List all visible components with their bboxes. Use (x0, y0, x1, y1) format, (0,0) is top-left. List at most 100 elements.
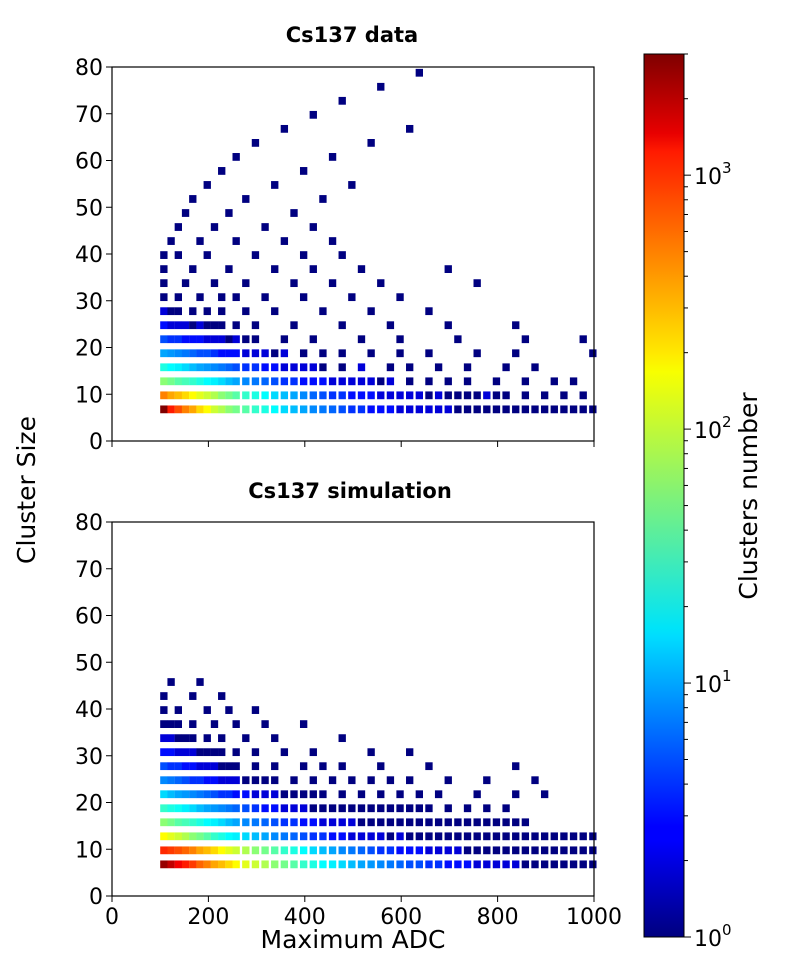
top-heatmap-cell (242, 405, 250, 414)
top-heatmap-cell (492, 391, 501, 400)
top-heatmap-cell (189, 363, 197, 372)
top-heatmap-cell (434, 363, 443, 372)
bottom-heatmap-cell (167, 846, 175, 855)
top-heatmap-cell (434, 391, 443, 400)
top-heatmap-cell (232, 405, 240, 414)
bottom-heatmap-cell (280, 846, 289, 855)
bottom-heatmap-cell (415, 832, 423, 841)
top-heatmap-cell (367, 307, 375, 316)
top-heatmap-cell (473, 349, 481, 358)
bottom-y-tick-label: 70 (75, 558, 103, 583)
top-heatmap-cell (299, 405, 308, 414)
top-heatmap-cell (232, 349, 240, 358)
bottom-heatmap-cell (569, 860, 578, 869)
bottom-heatmap-cell (218, 776, 226, 785)
bottom-heatmap-cell (338, 734, 346, 743)
bottom-heatmap-cell (328, 776, 337, 785)
top-heatmap-cell (242, 279, 250, 288)
bottom-heatmap-cell (271, 776, 279, 785)
bottom-heatmap-cell (210, 832, 219, 841)
bottom-heatmap-cell (290, 804, 298, 813)
bottom-heatmap-cell (174, 804, 182, 813)
top-heatmap-cell (251, 349, 260, 358)
top-heatmap-cell (203, 349, 211, 358)
bottom-heatmap-cell (396, 846, 404, 855)
top-y-tick-label: 0 (89, 430, 103, 455)
top-heatmap-cell (367, 405, 375, 414)
top-heatmap-cell (521, 335, 530, 344)
top-heatmap-cell (434, 405, 443, 414)
bottom-heatmap-cell (261, 720, 269, 728)
bottom-heatmap-cell (512, 762, 520, 771)
bottom-x-tick-label: 200 (187, 905, 229, 930)
top-heatmap-cell (271, 349, 279, 358)
bottom-heatmap-cell (444, 846, 452, 855)
top-heatmap-cell (196, 293, 204, 302)
top-heatmap-cell (309, 335, 317, 344)
bottom-heatmap-cell (473, 818, 481, 827)
top-heatmap-cell (444, 321, 452, 330)
top-heatmap-cell (160, 405, 168, 414)
bottom-heatmap-cell (196, 678, 204, 686)
top-heatmap-cell (261, 363, 269, 372)
bottom-heatmap-cell (521, 818, 530, 827)
top-heatmap-cell (167, 335, 175, 344)
top-heatmap-cell (174, 293, 182, 302)
top-heatmap-cell (357, 363, 366, 372)
top-heatmap-cell (512, 405, 520, 414)
bottom-heatmap-cell (167, 804, 175, 813)
bottom-heatmap-cell (167, 818, 175, 827)
top-heatmap-cell (531, 405, 539, 414)
top-heatmap-cell (550, 405, 558, 414)
top-heatmap-cell (319, 377, 327, 386)
top-y-tick-label: 80 (75, 56, 103, 81)
bottom-heatmap-cell (338, 790, 346, 799)
top-heatmap-cell (396, 335, 404, 344)
top-heatmap-cell (425, 405, 433, 414)
bottom-heatmap-cell (203, 706, 211, 714)
top-heatmap-cell (338, 405, 346, 414)
bottom-heatmap-cell (271, 832, 279, 841)
bottom-heatmap-cell (367, 832, 375, 841)
bottom-heatmap-cell (232, 860, 240, 869)
bottom-heatmap-cell (196, 860, 204, 869)
top-heatmap-cell (167, 237, 175, 245)
top-heatmap-cell (160, 279, 168, 288)
bottom-heatmap-cell (218, 804, 226, 813)
bottom-heatmap-cell (560, 832, 568, 841)
bottom-heatmap-cell (444, 776, 452, 785)
bottom-heatmap-cell (502, 846, 510, 855)
top-heatmap-cell (415, 68, 423, 77)
top-heatmap-cell (415, 405, 423, 414)
bottom-x-tick-label: 800 (477, 905, 519, 930)
bottom-heatmap-cell (271, 846, 279, 855)
bottom-heatmap-cell (225, 706, 233, 714)
top-heatmap-cell (181, 209, 190, 217)
top-heatmap-cell (203, 391, 211, 400)
top-heatmap-cell (579, 405, 587, 414)
bottom-heatmap-cell (251, 860, 260, 869)
bottom-heatmap-cell (196, 776, 204, 785)
top-heatmap-cell (338, 349, 346, 358)
bottom-heatmap-cell (225, 762, 233, 771)
bottom-heatmap-cell (174, 720, 182, 728)
bottom-heatmap-cell (181, 734, 190, 743)
top-heatmap-cell (225, 391, 233, 400)
top-y-tick-label: 10 (75, 383, 103, 408)
bottom-heatmap-cell (309, 804, 317, 813)
top-heatmap-cell (189, 307, 197, 316)
top-heatmap-cell (540, 405, 549, 414)
bottom-heatmap-cell (210, 720, 219, 728)
top-heatmap-cell (512, 349, 520, 358)
top-heatmap-cell (160, 265, 168, 273)
bottom-heatmap-cell (406, 804, 414, 813)
bottom-heatmap-cell (425, 818, 433, 827)
bottom-heatmap-cell (271, 804, 279, 813)
top-heatmap-cell (473, 405, 481, 414)
bottom-heatmap-cell (181, 762, 190, 771)
top-heatmap-cell (348, 391, 356, 400)
bottom-heatmap-cell (189, 832, 197, 841)
top-heatmap-cell (261, 405, 269, 414)
top-heatmap-cell (319, 307, 327, 316)
bottom-heatmap-cell (160, 762, 168, 771)
